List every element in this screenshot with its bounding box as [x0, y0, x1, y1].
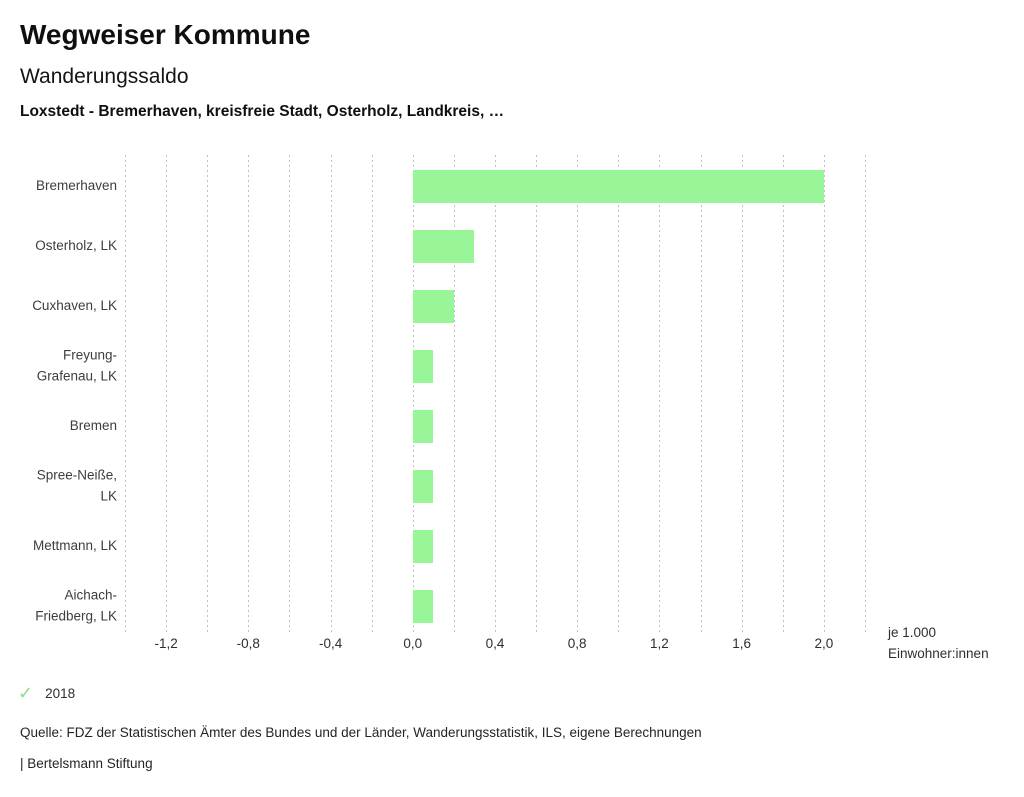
gridline: [823, 155, 825, 632]
x-tick-label: -0,8: [236, 636, 260, 651]
bar-osterholz-lk: [412, 229, 475, 263]
plot-area: [125, 155, 866, 632]
axis-unit-line2: Einwohner:innen: [888, 645, 989, 661]
gridline: [577, 155, 579, 632]
gridline: [330, 155, 332, 632]
axis-unit-line1: je 1.000: [888, 625, 937, 640]
app-title: Wegweiser Kommune: [20, 19, 311, 50]
category-label: Osterholz, LK: [35, 237, 117, 253]
gridline: [741, 155, 743, 632]
gridline: [207, 155, 209, 632]
gridline: [166, 155, 168, 632]
bar-freyung-grafenau-lk: [412, 349, 434, 383]
gridline: [659, 155, 661, 632]
bar-bremen: [412, 409, 434, 443]
category-label: Bremen: [69, 417, 117, 433]
gridline: [248, 155, 250, 632]
bar-bremerhaven: [412, 169, 824, 203]
category-label: Freyung- Grafenau, LK: [36, 347, 117, 384]
comparison-subtitle: Loxstedt - Bremerhaven, kreisfreie Stadt…: [20, 103, 505, 120]
gridline: [453, 155, 455, 632]
x-tick-label: -0,4: [318, 636, 343, 651]
x-tick-label: 2,0: [814, 636, 834, 651]
brand-attribution: | Bertelsmann Stiftung: [20, 756, 153, 771]
category-label: Aichach- Friedberg, LK: [35, 587, 117, 624]
bar-spree-neiße-lk: [412, 469, 434, 503]
bar-mettmann-lk: [412, 529, 434, 563]
gridline: [289, 155, 291, 632]
bar-aichach-friedberg-lk: [412, 589, 434, 623]
gridline: [618, 155, 620, 632]
x-tick-label: -1,2: [154, 636, 178, 651]
source-note: Quelle: FDZ der Statistischen Ämter des …: [20, 725, 702, 740]
bar-cuxhaven-lk: [412, 289, 454, 323]
axis-unit-label: je 1.000 Einwohner:innen: [888, 623, 989, 664]
check-icon: ✓: [18, 683, 34, 703]
category-label: Bremerhaven: [35, 177, 117, 193]
gridline: [782, 155, 784, 632]
gridline: [495, 155, 496, 632]
x-tick-label: 1,2: [650, 636, 669, 651]
x-tick-label: 0,0: [403, 636, 423, 651]
chart-title: Wanderungssaldo: [20, 65, 189, 88]
gridline: [700, 155, 702, 632]
gridline: [371, 155, 373, 632]
x-tick-label: 1,6: [732, 636, 752, 651]
gridline: [125, 155, 126, 632]
gridline: [412, 155, 414, 632]
category-label: Spree-Neiße, LK: [36, 467, 117, 504]
legend-item-2018[interactable]: ✓ 2018: [18, 684, 75, 702]
gridline: [536, 155, 538, 632]
x-tick-label: 0,8: [567, 636, 587, 651]
gridline: [865, 155, 866, 632]
x-tick-label: 0,4: [485, 636, 505, 651]
legend-label: 2018: [45, 685, 76, 701]
category-label: Mettmann, LK: [32, 537, 117, 553]
category-label: Cuxhaven, LK: [32, 297, 117, 313]
